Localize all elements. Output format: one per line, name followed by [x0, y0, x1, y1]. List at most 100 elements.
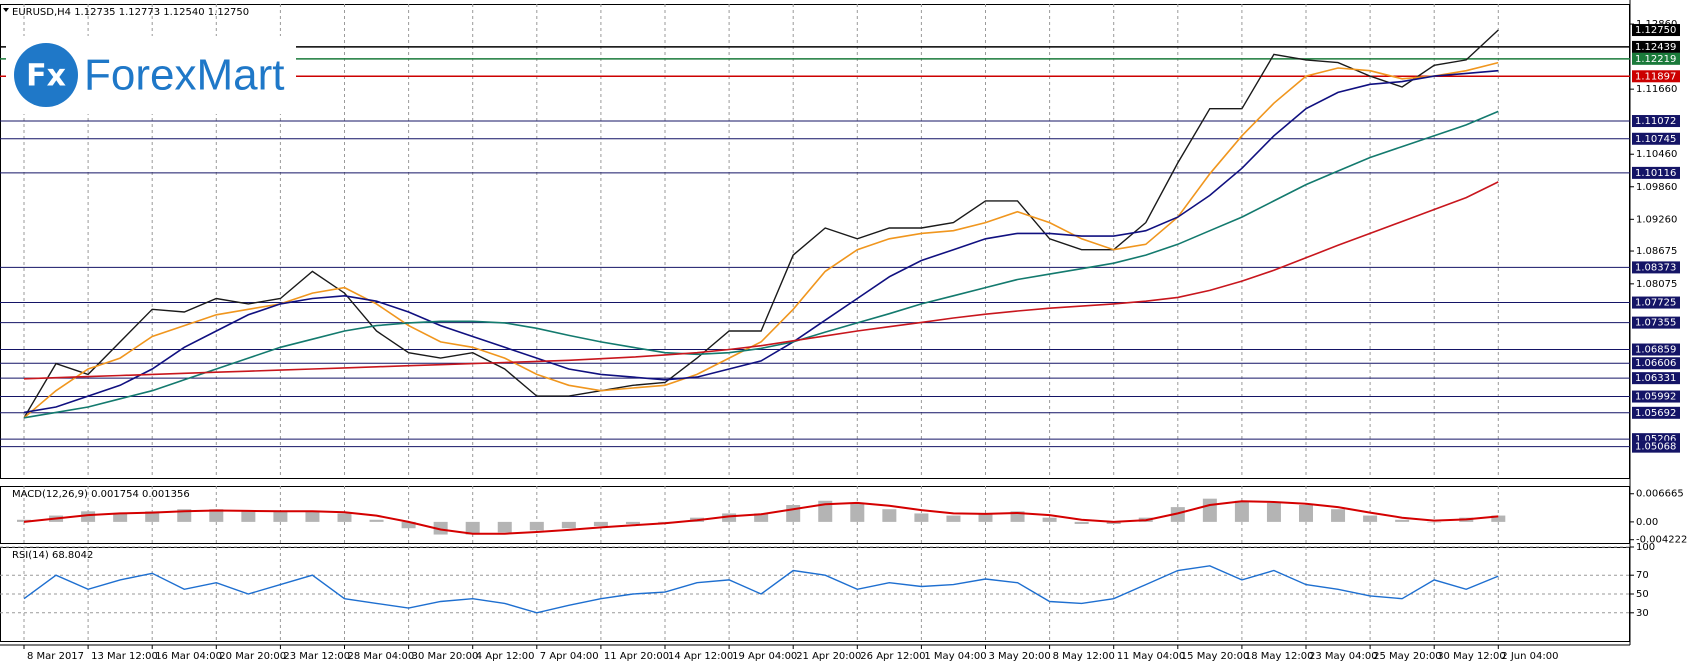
series-line: [23, 110, 1499, 419]
y-tick-label: 1.09860: [1636, 182, 1677, 193]
level-label: 1.06859: [1635, 345, 1676, 356]
x-tick-label: 1 May 04:00: [924, 651, 986, 662]
x-tick-label: 11 May 04:00: [1117, 651, 1186, 662]
x-tick-label: 14 Apr 12:00: [668, 651, 733, 662]
histogram-bar: [818, 500, 833, 522]
histogram-bar: [561, 521, 576, 529]
histogram-bar: [1202, 498, 1217, 522]
level-label: 1.07355: [1635, 318, 1676, 329]
x-tick-label: 16 Mar 04:00: [155, 651, 222, 662]
x-tick-label: 2 Jun 04:00: [1501, 651, 1558, 662]
histogram-bar: [1074, 521, 1089, 524]
histogram-bar: [529, 521, 544, 531]
histogram-bar: [1395, 519, 1410, 522]
level-box: [1632, 390, 1680, 403]
y-tick-label: 70: [1636, 570, 1649, 581]
y-tick-label: 1.10460: [1636, 149, 1677, 160]
level-box: [1632, 115, 1680, 128]
level-label: 1.06331: [1635, 373, 1676, 384]
level-label: 1.11897: [1635, 71, 1676, 82]
histogram-bar: [113, 513, 128, 522]
panel-title: RSI(14) 68.8042: [12, 550, 93, 561]
x-tick-label: 20 Mar 20:00: [219, 651, 286, 662]
histogram-bar: [145, 511, 160, 522]
x-tick-label: 8 Mar 2017: [27, 651, 84, 662]
histogram-bar: [17, 519, 31, 522]
level-box: [1632, 261, 1680, 274]
series-line: [23, 69, 1499, 414]
x-tick-label: 7 Apr 04:00: [540, 651, 599, 662]
panel-title: EURUSD,H4 1.12735 1.12773 1.12540 1.1275…: [12, 7, 249, 18]
x-tick-label: 3 May 20:00: [989, 651, 1051, 662]
level-label: 1.06606: [1635, 358, 1676, 369]
histogram-bar: [946, 515, 961, 522]
level-label: 1.10116: [1635, 168, 1676, 179]
level-label: 1.05692: [1635, 408, 1676, 419]
y-tick-label: 1.08075: [1636, 279, 1677, 290]
histogram-bar: [625, 521, 640, 524]
level-box: [1632, 40, 1680, 53]
series-line: [23, 565, 1499, 614]
series-line: [23, 61, 1499, 419]
histogram-bar: [1266, 502, 1281, 522]
x-tick-label: 23 May 04:00: [1309, 651, 1378, 662]
level-box: [1632, 296, 1680, 309]
level-box: [1632, 52, 1680, 65]
level-box: [1632, 406, 1680, 419]
level-label: 1.05068: [1635, 442, 1676, 453]
histogram-bar: [305, 511, 320, 522]
y-tick-label: -0.004222: [1636, 535, 1687, 546]
y-tick-label: 100: [1636, 542, 1655, 553]
x-tick-label: 26 Apr 12:00: [860, 651, 925, 662]
histogram-bar: [1491, 515, 1506, 522]
histogram-bar: [658, 521, 672, 523]
histogram-bar: [1042, 517, 1057, 522]
x-tick-label: 19 Apr 04:00: [732, 651, 797, 662]
x-tick-label: 11 Apr 20:00: [604, 651, 669, 662]
level-box: [1632, 132, 1680, 145]
histogram-bar: [850, 502, 865, 522]
histogram-bar: [1427, 521, 1442, 523]
x-tick-label: 15 May 20:00: [1181, 651, 1250, 662]
x-tick-label: 25 May 20:00: [1373, 651, 1442, 662]
histogram-bar: [273, 511, 288, 522]
logo-mark: Fx: [26, 59, 66, 94]
level-label: 1.08373: [1635, 262, 1676, 273]
level-label: 1.12439: [1635, 42, 1676, 53]
histogram-bar: [1363, 515, 1378, 522]
series-line: [23, 500, 1499, 535]
series-line: [23, 181, 1499, 380]
level-label: 1.05206: [1635, 434, 1676, 445]
level-box: [1632, 440, 1680, 453]
y-tick-label: 0.00: [1636, 517, 1658, 528]
level-box: [1632, 316, 1680, 329]
histogram-bar: [914, 513, 929, 522]
level-label: 1.05992: [1635, 392, 1676, 403]
x-tick-label: 21 Apr 20:00: [796, 651, 861, 662]
histogram-bar: [882, 509, 897, 522]
level-box: [1632, 166, 1680, 179]
level-box: [1632, 372, 1680, 385]
level-label: 1.12219: [1635, 54, 1676, 65]
x-tick-label: 28 Mar 04:00: [348, 651, 415, 662]
level-label: 1.10745: [1635, 134, 1676, 145]
x-tick-label: 8 May 12:00: [1053, 651, 1115, 662]
histogram-bar: [401, 521, 416, 529]
panel-title: MACD(12,26,9) 0.001754 0.001356: [12, 489, 190, 500]
y-tick-label: 1.11660: [1636, 84, 1677, 95]
logo-circle: [14, 43, 78, 107]
histogram-bar: [722, 513, 737, 522]
y-tick-label: 1.08675: [1636, 246, 1677, 257]
last-price-label: 1.12750: [1635, 25, 1676, 36]
histogram-bar: [497, 521, 512, 533]
histogram-bar: [369, 519, 384, 522]
x-tick-label: 30 Mar 20:00: [412, 651, 479, 662]
logo-text: ForexMart: [84, 51, 284, 100]
level-box: [1632, 70, 1680, 83]
level-label: 1.11072: [1635, 116, 1676, 127]
y-tick-label: 1.09260: [1636, 214, 1677, 225]
histogram-bar: [1010, 511, 1025, 522]
histogram-bar: [1234, 500, 1249, 522]
histogram-bar: [1331, 509, 1346, 522]
series-line: [23, 29, 1499, 419]
